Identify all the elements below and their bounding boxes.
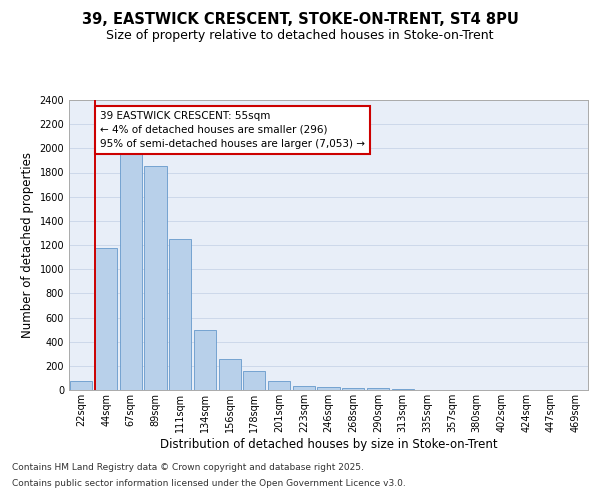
Text: Contains public sector information licensed under the Open Government Licence v3: Contains public sector information licen… xyxy=(12,478,406,488)
Bar xyxy=(293,386,315,390)
Bar xyxy=(169,239,191,390)
Bar xyxy=(342,388,364,390)
Bar xyxy=(145,166,167,390)
Text: 39 EASTWICK CRESCENT: 55sqm
← 4% of detached houses are smaller (296)
95% of sem: 39 EASTWICK CRESCENT: 55sqm ← 4% of deta… xyxy=(100,111,365,149)
Bar xyxy=(218,358,241,390)
Bar xyxy=(194,330,216,390)
Bar xyxy=(392,389,414,390)
Bar xyxy=(268,381,290,390)
Text: Size of property relative to detached houses in Stoke-on-Trent: Size of property relative to detached ho… xyxy=(106,29,494,42)
X-axis label: Distribution of detached houses by size in Stoke-on-Trent: Distribution of detached houses by size … xyxy=(160,438,497,450)
Text: 39, EASTWICK CRESCENT, STOKE-ON-TRENT, ST4 8PU: 39, EASTWICK CRESCENT, STOKE-ON-TRENT, S… xyxy=(82,12,518,28)
Bar xyxy=(243,370,265,390)
Bar xyxy=(95,248,117,390)
Text: Contains HM Land Registry data © Crown copyright and database right 2025.: Contains HM Land Registry data © Crown c… xyxy=(12,464,364,472)
Y-axis label: Number of detached properties: Number of detached properties xyxy=(21,152,34,338)
Bar xyxy=(119,154,142,390)
Bar xyxy=(70,381,92,390)
Bar xyxy=(317,387,340,390)
Bar xyxy=(367,388,389,390)
